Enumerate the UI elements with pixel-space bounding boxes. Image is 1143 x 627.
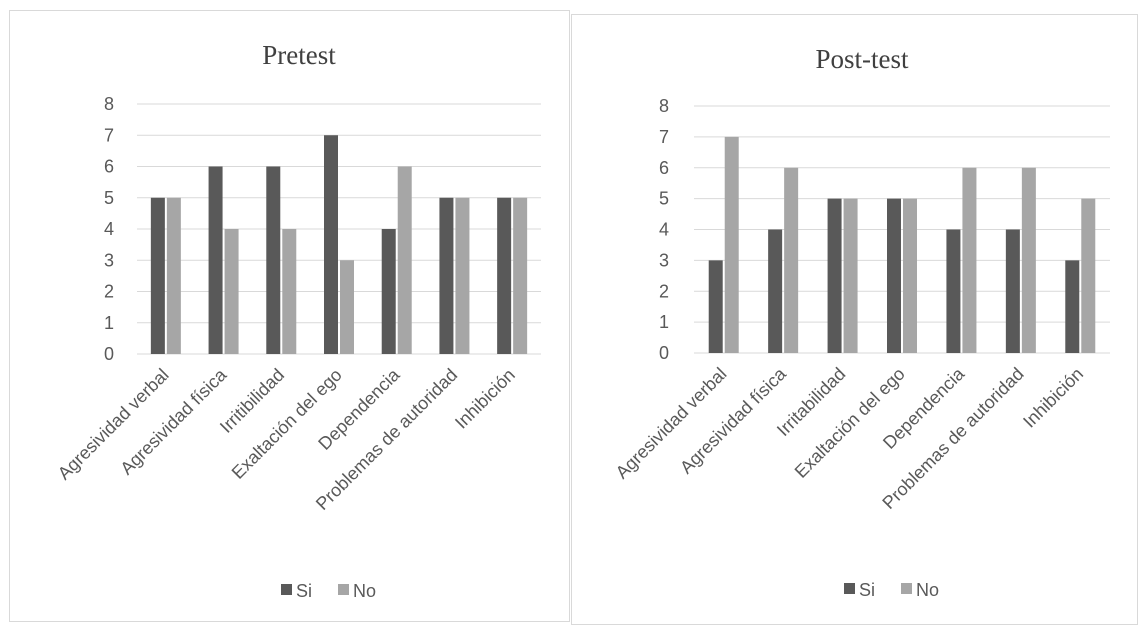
y-tick-label: 3 bbox=[104, 250, 114, 270]
bar-no bbox=[962, 167, 977, 353]
bar-no bbox=[1021, 167, 1036, 353]
bar-si bbox=[439, 197, 454, 354]
bar-si bbox=[1065, 260, 1080, 353]
bar-si bbox=[497, 197, 512, 354]
bar-si bbox=[208, 166, 223, 354]
legend-swatch-si bbox=[844, 583, 855, 594]
bar-si bbox=[887, 198, 901, 353]
y-tick-label: 0 bbox=[104, 344, 114, 364]
chart-title: Pretest bbox=[262, 40, 336, 70]
bar-si bbox=[946, 229, 961, 353]
y-tick-label: 1 bbox=[104, 313, 114, 333]
x-category-label: Agresividad física bbox=[117, 364, 232, 479]
y-tick-label: 3 bbox=[659, 250, 669, 270]
legend-swatch-si bbox=[281, 584, 292, 595]
x-category-label: Inhibición bbox=[451, 365, 519, 433]
y-tick-label: 1 bbox=[659, 312, 669, 332]
y-tick-label: 0 bbox=[659, 343, 669, 363]
bar-si bbox=[381, 229, 396, 354]
bar-si bbox=[150, 197, 165, 354]
y-tick-label: 7 bbox=[104, 125, 114, 145]
legend-label-si: Si bbox=[859, 580, 875, 600]
bar-si bbox=[768, 229, 783, 353]
y-tick-label: 6 bbox=[104, 157, 114, 177]
x-category-label: Inhibición bbox=[1019, 364, 1087, 432]
legend-label-no: No bbox=[916, 580, 939, 600]
y-tick-label: 6 bbox=[659, 158, 669, 178]
pretest-chart-svg: Pretest 0 1 2 3 4 5 6 7 8 Agresividad verbalAgre… bbox=[54, 40, 541, 601]
y-tick-label: 2 bbox=[659, 281, 669, 301]
bar-no bbox=[397, 166, 412, 354]
bar-no bbox=[784, 167, 799, 353]
x-category-label: Exaltación del ego bbox=[228, 365, 346, 483]
posttest-chart-svg: Post-test 0 1 2 3 4 5 6 7 8 Agresividad verbalAg… bbox=[612, 44, 1110, 600]
bar-no bbox=[903, 198, 917, 353]
bar-si bbox=[1005, 229, 1020, 353]
chart-title: Post-test bbox=[815, 44, 909, 74]
legend-label-si: Si bbox=[296, 581, 312, 601]
bar-si bbox=[708, 260, 723, 353]
y-tick-label: 7 bbox=[659, 127, 669, 147]
bar-si bbox=[827, 198, 842, 353]
bar-no bbox=[1081, 198, 1096, 353]
chart-legend: Si No bbox=[844, 580, 939, 600]
legend-swatch-no bbox=[901, 583, 912, 594]
bar-si bbox=[266, 166, 281, 354]
y-tick-label: 2 bbox=[104, 282, 114, 302]
y-tick-label: 5 bbox=[659, 189, 669, 209]
bar-no bbox=[166, 197, 181, 354]
pretest-chart-panel: Pretest 0 1 2 3 4 5 6 7 8 Agresividad verbal Agre… bbox=[9, 10, 570, 622]
x-category-label: Exaltación del ego bbox=[791, 364, 909, 482]
bar-no bbox=[282, 229, 297, 354]
bar-no bbox=[724, 136, 739, 353]
bar-si bbox=[324, 135, 338, 354]
y-tick-label: 4 bbox=[659, 220, 669, 240]
x-category-label: Agresividad verbal bbox=[54, 365, 173, 484]
y-tick-label: 8 bbox=[104, 94, 114, 114]
x-category-label: Agresividad verbal bbox=[612, 364, 731, 483]
chart-legend: Si No bbox=[281, 581, 376, 601]
bar-no bbox=[224, 229, 239, 354]
y-tick-label: 5 bbox=[104, 188, 114, 208]
posttest-chart-panel: Post-test 0 1 2 3 4 5 6 7 8 Agresividad verbal Ag… bbox=[571, 14, 1138, 625]
bar-no bbox=[513, 197, 528, 354]
x-category-label: Agresividad física bbox=[676, 363, 791, 478]
bar-no bbox=[843, 198, 858, 353]
bar-no bbox=[340, 260, 354, 354]
legend-swatch-no bbox=[338, 584, 349, 595]
legend-label-no: No bbox=[353, 581, 376, 601]
y-tick-label: 4 bbox=[104, 219, 114, 239]
bar-no bbox=[455, 197, 470, 354]
y-tick-label: 8 bbox=[659, 96, 669, 116]
